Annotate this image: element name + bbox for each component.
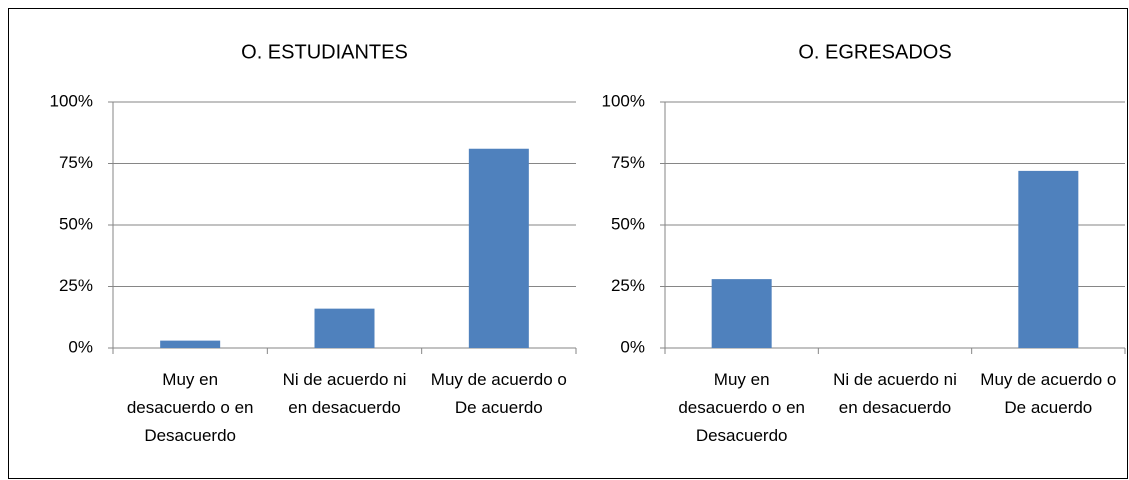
y-tick-label: 0% (620, 337, 645, 356)
x-tick-label: Muy de acuerdo o De acuerdo (430, 370, 567, 417)
x-tick-label: Ni de acuerdo ni en desacuerdo (833, 370, 957, 417)
y-tick-label: 75% (611, 153, 645, 172)
y-tick-label: 0% (68, 337, 93, 356)
bar (711, 279, 772, 348)
y-tick-label: 50% (59, 214, 93, 233)
bar (468, 148, 529, 348)
chart-title: O. EGRESADOS (798, 41, 951, 63)
chart-title: O. ESTUDIANTES (241, 41, 408, 63)
x-tick-label: Muy en desacuerdo o en Desacuerdo (126, 370, 254, 445)
frame (8, 8, 1128, 479)
y-tick-label: 75% (59, 153, 93, 172)
x-tick-label: Muy en desacuerdo o en Desacuerdo (678, 370, 805, 445)
y-tick-label: 100% (50, 91, 93, 110)
bar (1018, 170, 1079, 348)
bar (160, 340, 221, 348)
y-tick-label: 100% (602, 91, 645, 110)
bar (314, 308, 375, 348)
y-tick-label: 25% (611, 276, 645, 295)
x-tick-label: Ni de acuerdo ni en desacuerdo (282, 370, 407, 417)
y-tick-label: 50% (611, 214, 645, 233)
x-tick-label: Muy de acuerdo o De acuerdo (980, 370, 1117, 417)
y-tick-label: 25% (59, 276, 93, 295)
